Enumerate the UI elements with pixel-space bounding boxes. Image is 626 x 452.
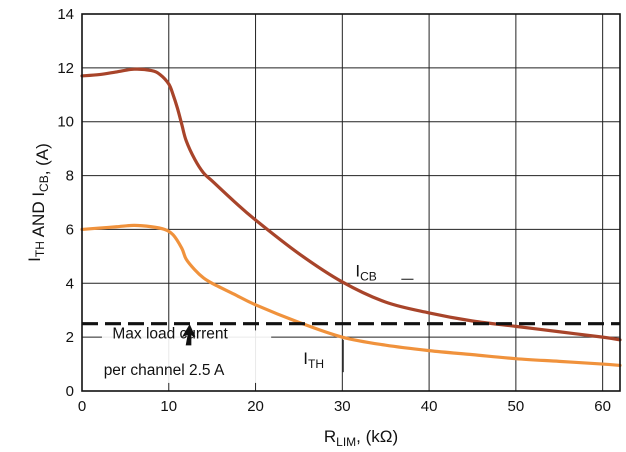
ith-label-text: ITH: [303, 349, 324, 371]
y-axis-label-sub: TH: [33, 241, 47, 257]
y-tick-label: 14: [57, 6, 74, 23]
x-tick-label: 20: [247, 398, 264, 415]
y-tick-label: 0: [66, 383, 74, 400]
plot-frame: [81, 13, 621, 392]
ith-label-sub: TH: [308, 357, 324, 371]
annotation-arrow: [181, 324, 196, 346]
x-tick-label: 60: [594, 398, 611, 415]
ith-curve-label: ITH: [303, 339, 344, 373]
annotation-line-1: Max load current: [112, 325, 228, 342]
icb-label-main: I: [355, 262, 360, 281]
icb-curve-label: ICB: [355, 262, 414, 284]
icb-label-text: ICB: [355, 262, 376, 284]
y-tick-label: 10: [57, 114, 74, 131]
x-axis-label: RLIM, (kΩ): [324, 427, 398, 449]
y-tick-label: 4: [66, 275, 74, 292]
annotation-line-2: per channel 2.5 A: [104, 362, 225, 379]
x-axis-label-sub: LIM: [336, 435, 356, 449]
y-axis-label-part: , (A): [33, 143, 52, 175]
icb-label-sub: CB: [360, 270, 377, 284]
y-tick-label: 12: [57, 60, 74, 77]
x-tick-label: 40: [421, 398, 438, 415]
x-tick-label: 10: [160, 398, 177, 415]
annotation-background: [101, 330, 272, 383]
max-load-annotation: Max load current per channel 2.5 A: [101, 324, 272, 383]
x-axis-label-main: R: [324, 427, 336, 446]
x-tick-label: 50: [508, 398, 525, 415]
y-tick-label: 6: [66, 221, 74, 238]
x-axis-label-suffix: , (kΩ): [356, 427, 398, 446]
tick-labels: 0 10 20 30 40 50 60 0 2 4 6 8 10 12 14: [57, 6, 611, 415]
y-tick-label: 8: [66, 168, 74, 185]
x-tick-label: 0: [78, 398, 86, 415]
series-line-ith: [80, 223, 622, 368]
y-tick-label: 2: [66, 329, 74, 346]
series-line-icb: [80, 67, 622, 342]
grid-lines: [81, 13, 620, 392]
y-axis-label-part: I: [25, 257, 44, 262]
y-axis-label-part: AND I: [29, 192, 48, 241]
y-axis-label: ITH AND ICB, (A): [25, 143, 52, 262]
y-axis-label-sub: CB: [37, 175, 51, 192]
series-layer: [80, 67, 622, 368]
x-tick-label: 30: [334, 398, 351, 415]
ith-label-main: I: [303, 349, 308, 368]
